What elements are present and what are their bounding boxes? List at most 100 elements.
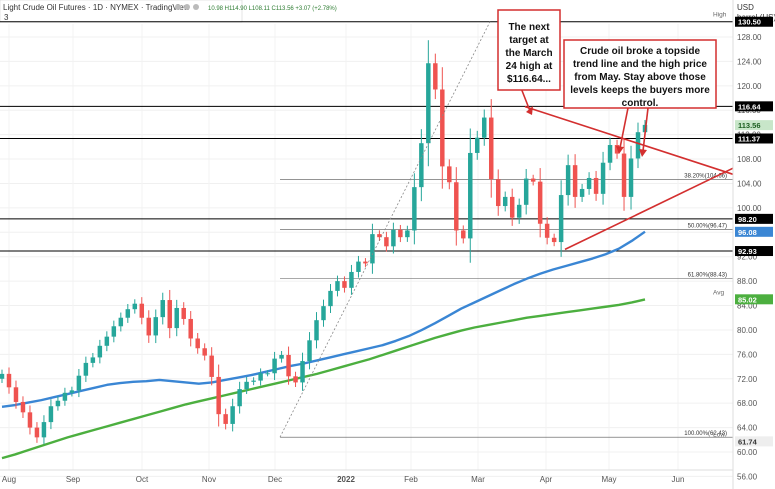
price-badge-label: 113.56	[738, 121, 761, 130]
candle	[104, 331, 110, 352]
candle	[468, 128, 473, 263]
candle	[419, 129, 424, 202]
candle-body	[293, 376, 298, 383]
candle-body	[607, 145, 613, 163]
candle-body	[489, 117, 494, 180]
price-axis[interactable]: USD barrel (US) 56.0060.0064.0068.0072.0…	[713, 0, 775, 489]
price-badge-bg	[735, 101, 773, 112]
candle-body	[377, 234, 382, 238]
annotation-line: the March	[505, 48, 552, 59]
candle-body	[551, 237, 557, 243]
price-badge: 98.20	[735, 213, 773, 224]
candle	[537, 168, 543, 238]
candle	[335, 275, 340, 297]
candle	[251, 377, 256, 386]
candle	[48, 399, 54, 430]
candle	[188, 311, 193, 347]
candle-body	[265, 373, 270, 375]
candle-body	[349, 271, 354, 288]
annotation-frame	[497, 9, 561, 91]
moving-averages	[1, 230, 646, 460]
candle	[265, 370, 270, 377]
fib-level-label: 50.00%(96.47)	[688, 223, 727, 229]
y-tick-label: 76.00	[737, 350, 758, 359]
arrow-note-2a	[619, 107, 629, 149]
candle-body	[321, 306, 326, 321]
candle	[384, 231, 389, 252]
price-side-label: High	[713, 12, 727, 19]
indicator-count[interactable]: 3	[4, 13, 9, 22]
candle-body	[328, 290, 333, 307]
candle	[237, 381, 242, 414]
y-tick-label: 92.00	[737, 253, 758, 262]
candle-body	[153, 317, 158, 336]
candle-body	[118, 317, 124, 327]
candle-body	[230, 406, 235, 424]
annotation-line: from May. Stay above those	[574, 72, 706, 83]
candle	[370, 223, 375, 274]
price-badge-bg	[735, 246, 773, 257]
candle	[153, 309, 158, 344]
y-tick-label: 68.00	[737, 399, 758, 408]
price-badge: 116.64	[735, 101, 773, 112]
candle-body	[209, 355, 214, 377]
price-badge: 85.02	[735, 294, 773, 305]
candle	[0, 369, 5, 384]
candle	[356, 255, 361, 278]
candle	[489, 99, 494, 198]
price-badge-bg	[735, 133, 773, 144]
candle	[391, 222, 396, 254]
annotations: The next target at the March 24 high at $116…	[497, 9, 717, 109]
candle	[558, 180, 564, 257]
y-tick-label: 84.00	[737, 302, 758, 311]
upper-trendline	[524, 105, 734, 176]
candle	[202, 343, 207, 361]
candle-body	[593, 177, 599, 194]
arrow-head-2a	[616, 146, 624, 154]
candle-body	[48, 406, 54, 423]
candle	[279, 350, 284, 363]
candle-body	[0, 373, 5, 379]
candle-body	[398, 229, 403, 238]
candle-body	[90, 357, 96, 363]
candle-body	[244, 381, 249, 390]
ohlc-readout: 10.98 H114.90 L108.11 C113.56 +3.07 (+2.…	[208, 6, 337, 12]
lower-trendline	[564, 167, 734, 251]
candle-body	[279, 354, 284, 359]
x-tick-label: Sep	[66, 475, 81, 484]
candle	[593, 170, 599, 201]
candle	[41, 415, 47, 445]
candle-body	[188, 318, 193, 339]
candle-body	[272, 358, 277, 374]
price-badge-label: 130.50	[738, 18, 761, 27]
candle-body	[62, 392, 68, 401]
candle	[614, 139, 620, 159]
close-icon[interactable]	[193, 4, 199, 10]
candle	[628, 145, 634, 210]
ma100-line	[1, 230, 646, 409]
candle-body	[167, 300, 172, 329]
candle-body	[195, 338, 200, 349]
candle-body	[237, 389, 242, 407]
candle-body	[614, 145, 620, 154]
settings-icon[interactable]	[184, 4, 190, 10]
price-badge-label: 98.20	[738, 215, 757, 224]
fib-anchor-line	[279, 21, 491, 438]
annotation-line: 24 high at	[506, 61, 553, 72]
candle	[405, 225, 410, 242]
x-tick-label: Oct	[136, 475, 149, 484]
candle-body	[482, 117, 487, 138]
candle-body	[41, 422, 47, 438]
candle-body	[258, 373, 263, 381]
eye-icon[interactable]	[175, 4, 181, 10]
candle-body	[586, 177, 592, 189]
y-tick-label: 56.00	[737, 472, 758, 481]
candle-body	[635, 132, 641, 159]
candle	[62, 387, 68, 406]
x-tick-label: Mar	[471, 475, 485, 484]
candle-body	[335, 281, 340, 291]
annotation-line: Crude oil broke a topside	[580, 46, 700, 57]
price-side-label: Low	[713, 431, 725, 438]
time-axis[interactable]: Aug Sep Oct Nov Dec 2022 Feb Mar Apr May Jun	[0, 469, 733, 484]
